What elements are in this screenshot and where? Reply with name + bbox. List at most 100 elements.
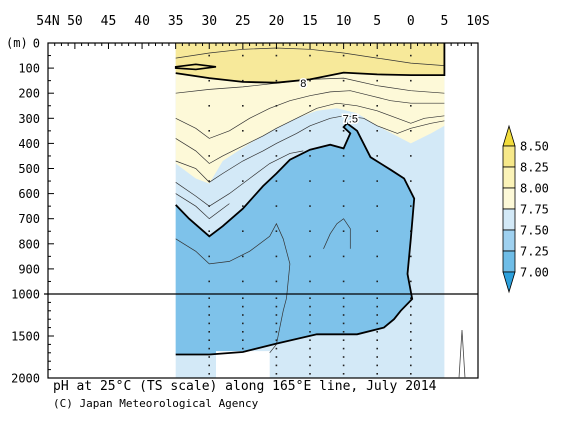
station-dot (309, 105, 311, 107)
station-dot (275, 339, 278, 341)
station-dot (376, 54, 378, 57)
station-dot (309, 305, 311, 308)
y-tick-label: 2000 (11, 372, 40, 386)
station-dot (275, 331, 278, 333)
station-dot (410, 373, 412, 375)
region-ph-above-8 (175, 43, 445, 83)
x-tick-label: 50 (67, 14, 83, 29)
station-dot (410, 54, 412, 57)
colorbar: 8.50 8.25 8.00 7.75 7.50 7.25 7.00 (502, 124, 549, 294)
station-dot (208, 230, 210, 232)
colorbar-band (502, 166, 516, 189)
station-dot (309, 155, 311, 157)
station-dot (410, 205, 412, 207)
y-tick-label: 0 (33, 37, 40, 51)
y-tick-label: 500 (18, 162, 40, 176)
station-dot (242, 314, 244, 316)
x-tick-label: 25 (235, 14, 251, 29)
colorbar-label: 7.25 (520, 245, 549, 259)
contour-ph-7-5 (175, 122, 416, 356)
station-dot (275, 314, 278, 316)
colorbar-label: 8.25 (520, 161, 549, 175)
station-dot (309, 339, 311, 341)
station-dot (275, 54, 278, 57)
x-tick-label: 35 (168, 14, 184, 29)
chart-title: pH at 25°C (TS scale) along 165°E line, … (53, 379, 437, 394)
x-tick-label: 40 (134, 14, 150, 29)
contour-loop-35n (174, 63, 217, 71)
station-dot (208, 314, 210, 316)
station-dot (275, 130, 278, 132)
station-dot (242, 130, 244, 132)
station-dot (275, 322, 278, 325)
station-dot (208, 322, 210, 325)
station-dot (342, 305, 345, 308)
colorbar-label: 8.00 (520, 182, 549, 196)
station-dot (309, 130, 311, 132)
station-dot (376, 205, 378, 207)
station-dot (309, 347, 311, 350)
station-dot (208, 305, 210, 308)
station-dot (410, 79, 412, 82)
thin-contour-4 (175, 150, 304, 207)
station-dot (208, 180, 210, 182)
x-tick-label: 54N (36, 14, 59, 29)
station-dot (376, 322, 378, 325)
station-dot (309, 255, 311, 258)
x-tick-label: 0 (407, 14, 415, 29)
colorbar-band (502, 145, 516, 168)
station-dot (410, 364, 412, 367)
bottom-spike (458, 329, 466, 379)
station-dot (208, 297, 210, 299)
y-tick-label: 200 (18, 87, 40, 101)
station-dot (309, 314, 311, 316)
station-dot (376, 339, 378, 341)
station-dot (208, 79, 210, 82)
station-dot (410, 280, 412, 283)
thin-contours (174, 47, 445, 354)
station-dot (275, 79, 278, 82)
station-dot (309, 54, 311, 57)
station-dot (410, 180, 412, 182)
station-dot (208, 331, 210, 333)
station-dot (275, 305, 278, 308)
y-tick-label: 400 (18, 137, 40, 151)
station-dot (342, 331, 345, 333)
station-dot (342, 373, 345, 375)
axes (44, 42, 479, 379)
y-tick-label: 100 (18, 62, 40, 76)
station-dot (376, 373, 378, 375)
station-dot (242, 339, 244, 341)
y-tick-label: 300 (18, 112, 40, 126)
station-dot (208, 347, 210, 350)
thin-contour-9 (175, 47, 445, 66)
thin-contour-3 (175, 90, 445, 139)
station-dot (342, 79, 345, 82)
colorbar-band (502, 250, 516, 273)
x-tick-label: 20 (269, 14, 285, 29)
thin-contour-2 (175, 102, 445, 164)
station-dot (242, 347, 244, 350)
no-data-gap (216, 351, 270, 378)
station-dot (342, 255, 345, 258)
station-dot (342, 356, 345, 358)
y-tick-label: 600 (18, 187, 40, 201)
thin-contour-7 (323, 218, 351, 249)
colorbar-label: 7.75 (520, 203, 549, 217)
station-dot (309, 331, 311, 333)
ph-filled-regions (175, 43, 445, 378)
station-dot (342, 297, 345, 299)
station-dot (242, 155, 244, 157)
station-dot (410, 331, 412, 333)
station-dot (309, 322, 311, 325)
colorbar-band (502, 208, 516, 231)
station-dot (376, 280, 378, 283)
station-dot (242, 79, 244, 82)
tick-labels: 54N 50 45 40 35 30 25 20 15 10 5 0 5 10S0100200300400… (6, 14, 490, 386)
station-dot (275, 105, 278, 107)
station-dot (342, 314, 345, 316)
station-dot (309, 280, 311, 283)
station-dot (242, 297, 244, 299)
y-tick-label: 800 (18, 237, 40, 251)
credit-line: (C) Japan Meteorological Agency (53, 397, 259, 410)
